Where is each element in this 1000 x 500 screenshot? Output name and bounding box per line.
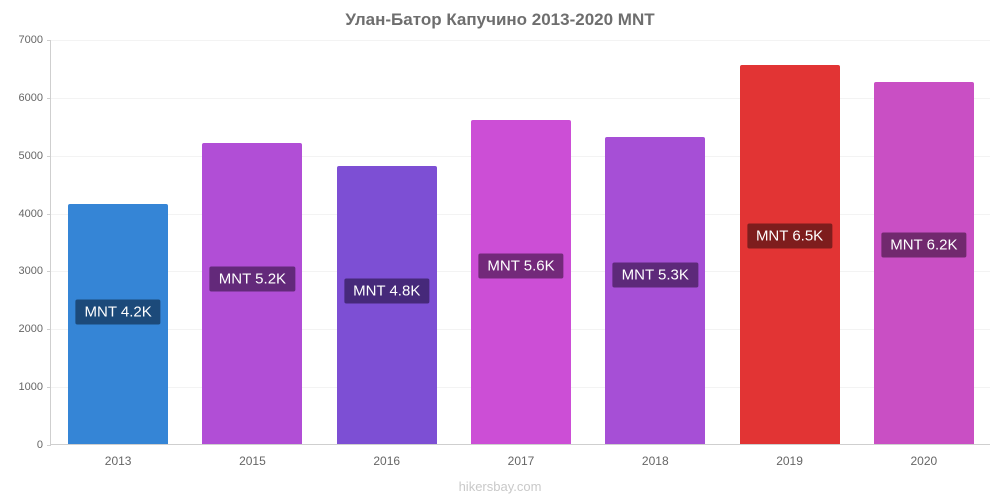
y-tick-label: 4000 xyxy=(18,207,43,220)
x-tick-label: 2013 xyxy=(104,454,132,468)
y-tick-mark xyxy=(47,40,51,41)
x-tick-label: 2020 xyxy=(910,454,938,468)
y-tick-mark xyxy=(47,387,51,389)
plot-area: 0 1000 2000 3000 4000 5000 6000 7000 MNT 4.2K 201… xyxy=(19,34,990,468)
y-tick-label: 0 xyxy=(36,439,43,451)
x-tick-label: 2017 xyxy=(507,454,535,468)
bar-value-label: MNT 5.3K xyxy=(612,262,698,288)
chart-title: Улан-Батор Капучино 2013-2020 MNT xyxy=(345,10,655,29)
y-tick-label: 2000 xyxy=(18,323,43,336)
bar-2018: MNT 5.3K xyxy=(605,137,706,444)
bar-2017: MNT 5.6K xyxy=(471,120,571,444)
bar-value-label: MNT 6.2K xyxy=(881,232,967,258)
bar-value-label: MNT 4.8K xyxy=(344,278,430,304)
bar-2020: MNT 6.2K xyxy=(873,82,974,444)
bar-value-label: MNT 5.6K xyxy=(478,253,564,279)
gridline xyxy=(51,40,990,41)
bar-2013: MNT 4.2K xyxy=(68,203,169,444)
x-tick-label: 2015 xyxy=(239,454,266,468)
y-tick-label: 1000 xyxy=(18,381,43,394)
bar-2016: MNT 4.8K xyxy=(336,166,437,444)
y-tick-mark xyxy=(47,213,51,215)
bar-2015: MNT 5.2K xyxy=(202,143,303,444)
gridline xyxy=(51,97,990,99)
y-tick-mark xyxy=(47,445,51,446)
bar-2019: MNT 6.5K xyxy=(739,65,840,444)
y-tick-mark xyxy=(47,271,51,273)
footer-watermark: hikersbay.com xyxy=(458,479,542,494)
y-tick-label: 6000 xyxy=(18,91,43,104)
y-tick-mark xyxy=(47,97,51,99)
y-tick-label: 7000 xyxy=(18,34,43,46)
y-tick-label: 3000 xyxy=(18,265,43,278)
x-tick-label: 2019 xyxy=(776,454,803,468)
bar-value-label: MNT 6.5K xyxy=(746,223,833,249)
y-tick-mark xyxy=(47,329,51,331)
bar-value-label: MNT 5.2K xyxy=(209,266,296,292)
x-tick-label: 2016 xyxy=(373,454,401,468)
y-tick-label: 5000 xyxy=(18,149,43,162)
bar-value-label: MNT 4.2K xyxy=(75,299,161,325)
x-tick-label: 2018 xyxy=(641,454,669,468)
y-tick-mark xyxy=(47,155,51,157)
